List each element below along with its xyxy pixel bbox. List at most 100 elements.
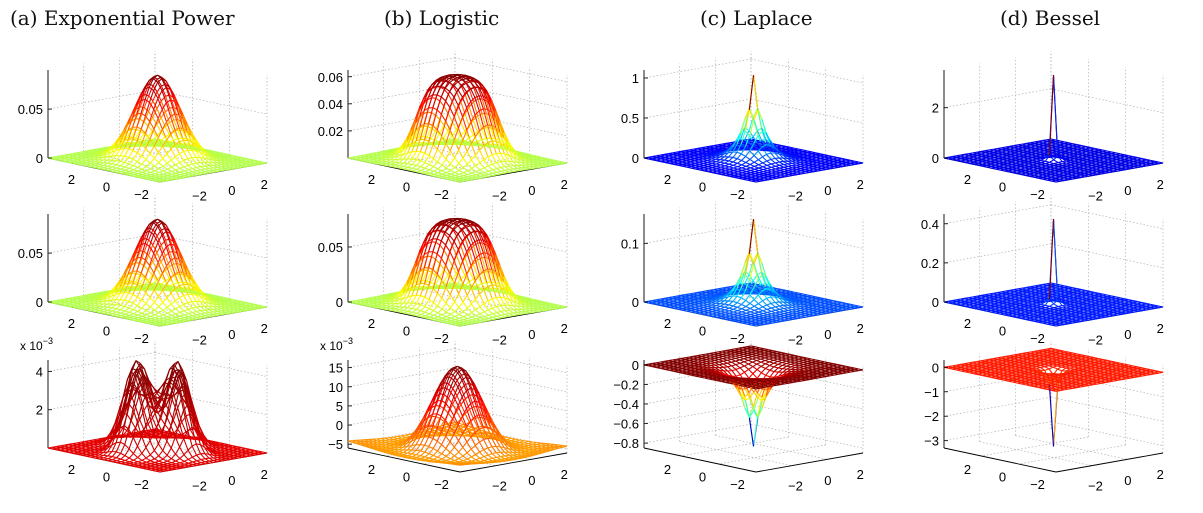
y-tick-label: 0: [528, 183, 535, 198]
x-tick-label: 0: [999, 179, 1006, 194]
z-tick-label: 0: [632, 151, 639, 166]
y-tick-label: 2: [857, 321, 864, 336]
y-tick-label: 0: [1124, 327, 1131, 342]
y-tick-label: −2: [492, 479, 507, 494]
x-tick-label: 2: [964, 172, 971, 187]
y-tick-label: 0: [528, 473, 535, 488]
x-tick-label: 2: [368, 462, 375, 477]
x-tick-label: 2: [68, 316, 75, 331]
surface-plot-3-1: 2 4 x 10−3 2 0 −2 −2 0 2: [20, 336, 268, 494]
z-tick-label: 0.2: [921, 256, 939, 271]
x-tick-label: −2: [1030, 331, 1045, 346]
y-tick-label: 2: [1157, 177, 1164, 192]
y-tick-label: −2: [788, 189, 803, 204]
y-tick-label: −2: [788, 333, 803, 348]
x-tick-label: −2: [134, 331, 149, 346]
x-tick-label: −2: [730, 477, 745, 492]
z-tick-label: 15: [329, 361, 343, 376]
x-tick-label: 0: [699, 179, 706, 194]
z-tick-label: −3: [924, 434, 939, 449]
z-tick-label: 0.5: [621, 111, 639, 126]
y-tick-label: 2: [857, 467, 864, 482]
y-tick-label: 0: [1124, 183, 1131, 198]
z-tick-label: 0: [932, 151, 939, 166]
column-title-b: (b) Logistic: [384, 6, 500, 30]
y-tick-label: 0: [528, 327, 535, 342]
y-tick-label: −2: [1088, 333, 1103, 348]
z-tick-label: 0.05: [18, 246, 43, 261]
y-tick-label: 0: [228, 327, 235, 342]
z-tick-label: −1: [924, 385, 939, 400]
x-tick-label: 0: [999, 469, 1006, 484]
y-tick-label: 0: [228, 183, 235, 198]
y-tick-label: 2: [857, 177, 864, 192]
z-tick-label: 0.06: [318, 70, 343, 85]
z-tick-label: 0: [932, 295, 939, 310]
z-tick-label: 0.04: [318, 97, 343, 112]
x-tick-label: 0: [403, 179, 410, 194]
x-tick-label: 0: [103, 179, 110, 194]
x-tick-label: 2: [368, 172, 375, 187]
column-title-a: (a) Exponential Power: [10, 6, 235, 30]
z-tick-label: −0.8: [613, 436, 639, 451]
z-tick-label: −0.4: [613, 397, 639, 412]
z-tick-label: 4: [36, 364, 43, 379]
z-tick-label: 0.02: [318, 124, 343, 139]
x-tick-label: 2: [68, 172, 75, 187]
x-tick-label: 2: [964, 316, 971, 331]
x-tick-label: 2: [664, 172, 671, 187]
y-tick-label: −2: [192, 479, 207, 494]
surface-plot-2-4: 0 0.2 0.4 2 0 −2 −2 0 2: [921, 195, 1164, 348]
surface-plot-1-2: 0.02 0.04 0.06 2 0 −2 −2 0 2: [318, 51, 568, 204]
x-tick-label: −2: [434, 477, 449, 492]
x-tick-label: 0: [103, 323, 110, 338]
y-tick-label: 0: [824, 183, 831, 198]
z-tick-label: −5: [328, 437, 343, 452]
y-tick-label: −2: [1088, 189, 1103, 204]
x-tick-label: 0: [699, 323, 706, 338]
x-tick-label: −2: [730, 331, 745, 346]
surface-plot-2-3: 0 0.1 2 0 −2 −2 0 2: [621, 195, 864, 348]
y-tick-label: −2: [192, 333, 207, 348]
z-tick-label: 2: [932, 101, 939, 116]
z-tick-label: 0: [336, 295, 343, 310]
y-tick-label: −2: [788, 479, 803, 494]
y-tick-label: 2: [1157, 321, 1164, 336]
y-tick-label: 2: [261, 177, 268, 192]
z-tick-label: 0: [632, 295, 639, 310]
column-title-c: (c) Laplace: [700, 6, 813, 30]
z-tick-label: 0.05: [18, 102, 43, 117]
x-tick-label: 2: [68, 462, 75, 477]
x-tick-label: 0: [403, 323, 410, 338]
z-tick-label: −0.6: [613, 417, 639, 432]
x-tick-label: −2: [134, 187, 149, 202]
x-tick-label: −2: [434, 187, 449, 202]
y-tick-label: −2: [492, 189, 507, 204]
z-tick-label: 0.1: [621, 236, 639, 251]
y-tick-label: 2: [261, 467, 268, 482]
x-tick-label: −2: [1030, 187, 1045, 202]
surface-plot-1-1: 0 0.05 2 0 −2 −2 0 2: [18, 51, 268, 204]
y-tick-label: −2: [192, 189, 207, 204]
axis-multiplier: x 10−3: [20, 336, 53, 353]
z-tick-label: 0.4: [921, 217, 939, 232]
column-title-d: (d) Bessel: [1000, 6, 1101, 30]
surface-plot-3-3: −0.8 −0.6 −0.4 −0.2 0 2 0 −2 −2 0 2: [613, 341, 864, 494]
x-tick-label: 2: [664, 316, 671, 331]
surface-plot-3-2: −5 0 5 10 15 x 10−3 2 0 −2 −2 0 2: [320, 336, 568, 494]
z-tick-label: 1: [632, 71, 639, 86]
x-tick-label: −2: [730, 187, 745, 202]
x-tick-label: 2: [368, 316, 375, 331]
y-tick-label: 0: [824, 473, 831, 488]
y-tick-label: 2: [261, 321, 268, 336]
y-tick-label: 2: [1157, 467, 1164, 482]
z-tick-label: −0.2: [613, 377, 639, 392]
z-tick-label: −2: [924, 409, 939, 424]
z-tick-label: 10: [329, 380, 343, 395]
y-tick-label: −2: [1088, 479, 1103, 494]
y-tick-label: 0: [824, 327, 831, 342]
x-tick-label: −2: [1030, 477, 1045, 492]
z-tick-label: 5: [336, 399, 343, 414]
x-tick-label: 2: [664, 462, 671, 477]
